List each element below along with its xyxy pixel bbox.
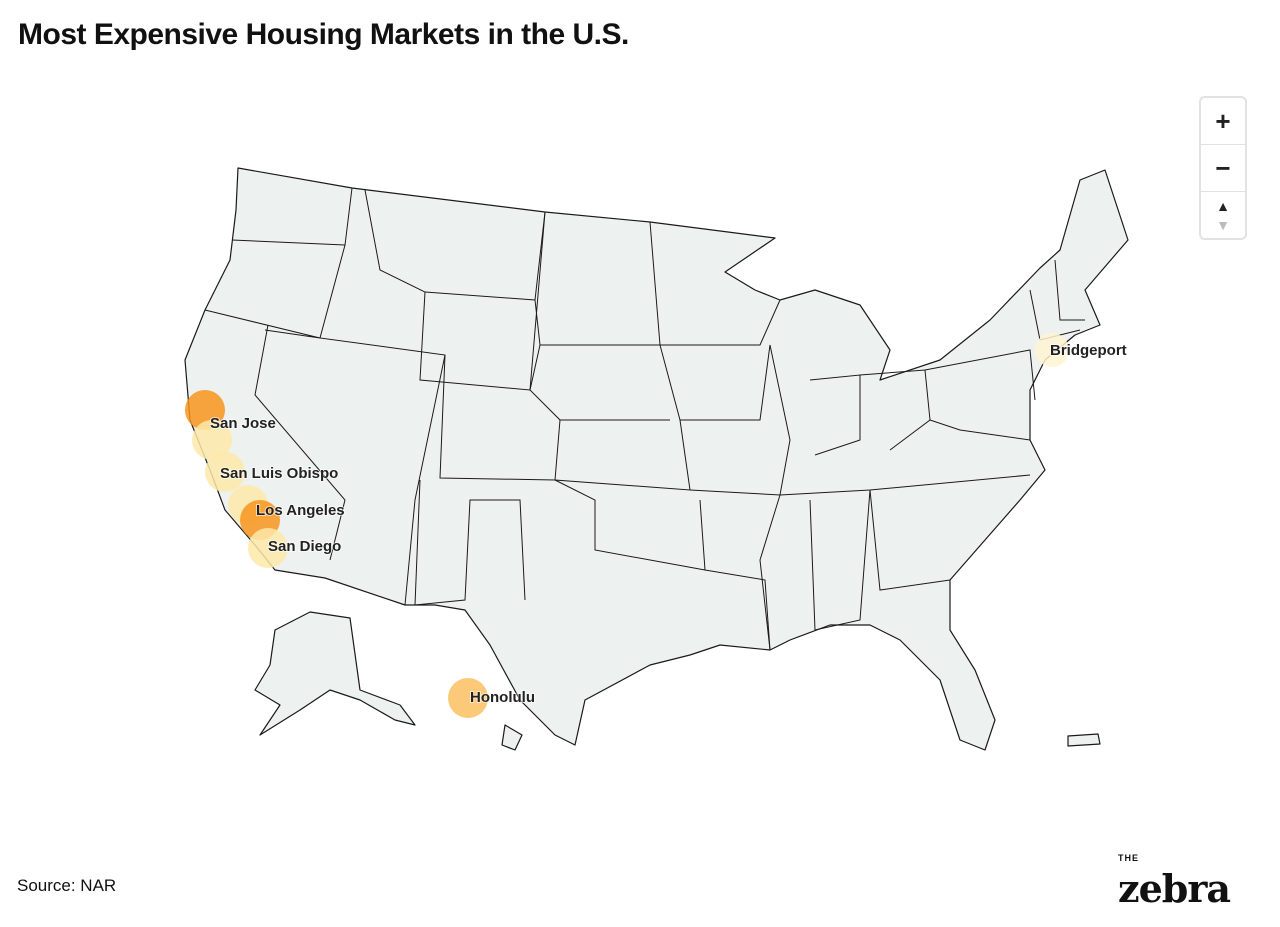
market-bubble[interactable] <box>1035 333 1069 367</box>
reset-north-button[interactable]: ▲ ▼ <box>1201 192 1245 238</box>
market-label: San Luis Obispo <box>220 465 338 482</box>
market-label: San Diego <box>268 538 341 555</box>
market-label: San Jose <box>210 415 276 432</box>
zoom-in-button[interactable]: + <box>1201 98 1245 145</box>
market-bubble[interactable] <box>185 390 225 430</box>
market-bubble[interactable] <box>192 420 232 460</box>
state-borders <box>204 187 1085 651</box>
market-bubble[interactable] <box>205 452 245 492</box>
page-title: Most Expensive Housing Markets in the U.… <box>18 18 629 51</box>
arrow-up-icon: ▲ <box>1216 197 1230 214</box>
logo-the: THE <box>1118 853 1139 863</box>
zoom-controls: + − ▲ ▼ <box>1199 96 1247 240</box>
alaska <box>254 611 416 736</box>
puerto-rico <box>1067 733 1101 747</box>
market-label: Bridgeport <box>1050 342 1127 359</box>
logo-zebra: zebra <box>1118 866 1231 911</box>
source-note: Source: NAR <box>17 876 117 895</box>
zebra-logo: THE zebra <box>1118 852 1231 912</box>
hawaii <box>501 724 523 751</box>
market-bubble[interactable] <box>248 528 288 568</box>
market-label: Honolulu <box>470 689 535 706</box>
arrow-down-icon: ▼ <box>1216 216 1230 233</box>
market-bubble[interactable] <box>448 678 488 718</box>
market-bubbles: San Jose San Luis Obispo Los Angeles San Di… <box>185 333 1128 718</box>
zoom-out-button[interactable]: − <box>1201 145 1245 192</box>
market-label: Los Angeles <box>256 502 345 519</box>
